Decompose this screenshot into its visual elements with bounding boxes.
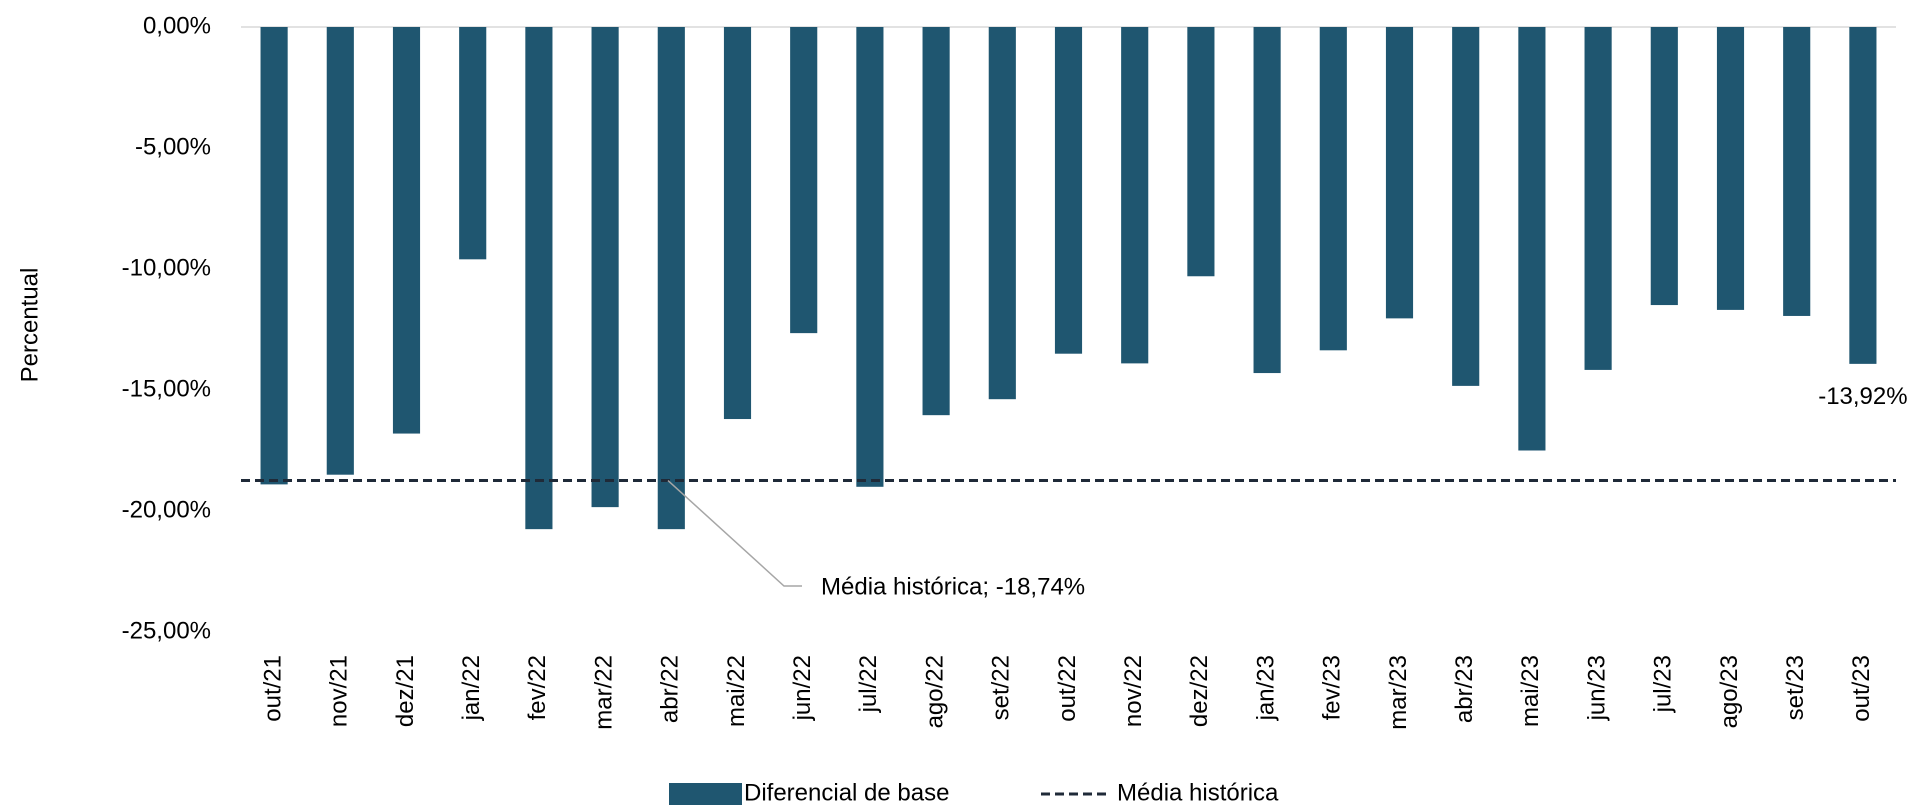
x-tick-label: out/23 xyxy=(1848,655,1875,722)
bar xyxy=(1121,27,1149,364)
x-tick-label: set/23 xyxy=(1782,655,1809,720)
x-tick-label: out/22 xyxy=(1054,655,1081,722)
x-tick-label: mai/22 xyxy=(723,655,750,727)
x-tick-label: jun/23 xyxy=(1583,655,1610,721)
x-tick-label: dez/21 xyxy=(392,655,419,727)
y-tick-label: -15,00% xyxy=(122,375,211,402)
x-tick-label: set/22 xyxy=(988,655,1015,720)
bar xyxy=(260,27,288,485)
y-tick-label: -20,00% xyxy=(122,496,211,523)
bar xyxy=(1650,27,1678,306)
data-label: -13,92% xyxy=(1818,383,1907,410)
bar xyxy=(1716,27,1745,310)
bar xyxy=(922,27,950,416)
legend-swatch xyxy=(669,783,742,805)
bar xyxy=(1452,27,1480,386)
y-tick-label: -5,00% xyxy=(135,133,211,160)
x-tick-label: ago/23 xyxy=(1716,655,1743,728)
bar xyxy=(1518,27,1546,451)
bar xyxy=(1253,27,1281,374)
x-tick-label: fev/23 xyxy=(1319,655,1346,720)
bar xyxy=(790,27,818,334)
y-tick-label: 0,00% xyxy=(143,12,211,39)
bar xyxy=(988,27,1016,400)
annotation-leader xyxy=(667,479,802,587)
bar xyxy=(591,27,619,508)
annotation: Média histórica; -18,74% xyxy=(821,573,1085,600)
x-tick-label: mai/23 xyxy=(1517,655,1544,727)
bar xyxy=(459,27,487,260)
x-tick-label: jul/22 xyxy=(855,655,882,713)
x-tick-label: jun/22 xyxy=(789,655,816,721)
bar xyxy=(1849,27,1877,364)
bar xyxy=(1584,27,1612,370)
x-tick-label: nov/22 xyxy=(1120,655,1147,727)
bar xyxy=(657,27,685,530)
legend-label: Diferencial de base xyxy=(744,779,949,806)
bar xyxy=(1054,27,1083,354)
x-tick-label: mar/23 xyxy=(1385,655,1412,730)
bar xyxy=(723,27,752,420)
y-tick-label: -25,00% xyxy=(122,617,211,644)
bar xyxy=(525,27,553,530)
bar xyxy=(856,27,884,487)
y-tick-label: -10,00% xyxy=(122,254,211,281)
bar xyxy=(1385,27,1414,319)
x-tick-label: fev/22 xyxy=(524,655,551,720)
bar xyxy=(1187,27,1215,277)
x-tick-label: abr/23 xyxy=(1451,655,1478,723)
x-tick-label: nov/21 xyxy=(326,655,353,727)
bar xyxy=(1319,27,1347,351)
legend-label: Média histórica xyxy=(1117,779,1279,806)
x-tick-label: jan/22 xyxy=(458,655,485,721)
x-tick-label: abr/22 xyxy=(657,655,684,723)
y-axis-label: Percentual xyxy=(16,268,43,383)
x-tick-label: out/21 xyxy=(259,655,286,722)
x-tick-label: dez/22 xyxy=(1186,655,1213,727)
bar xyxy=(326,27,354,475)
x-tick-label: mar/22 xyxy=(590,655,617,730)
bar xyxy=(392,27,421,434)
x-tick-label: ago/22 xyxy=(921,655,948,728)
bar xyxy=(1783,27,1811,316)
x-tick-label: jul/23 xyxy=(1650,655,1677,713)
x-tick-label: jan/23 xyxy=(1252,655,1279,721)
